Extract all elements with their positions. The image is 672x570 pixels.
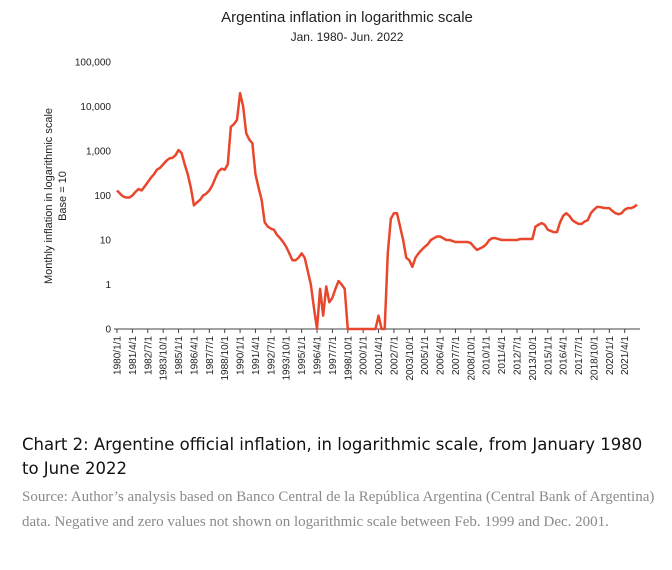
- x-tick-label: 1988/10/1: [220, 336, 231, 381]
- x-tick-label: 2018/10/1: [589, 336, 600, 381]
- x-tick-label: 2008/10/1: [466, 336, 477, 381]
- x-tick-label: 2016/4/1: [559, 336, 570, 375]
- caption: Chart 2: Argentine official inflation, i…: [22, 435, 643, 478]
- x-tick-label: 1985/1/1: [174, 336, 185, 375]
- x-tick-label: 2011/4/1: [497, 336, 508, 375]
- x-tick-label: 1998/10/1: [343, 336, 354, 381]
- y-tick-label: 10: [100, 236, 112, 247]
- x-tick-label: 1987/7/1: [205, 336, 216, 375]
- x-tick-label: 1997/7/1: [328, 336, 339, 375]
- x-tick-label: 1995/1/1: [297, 336, 308, 375]
- y-tick-label: 0: [105, 325, 111, 336]
- y-tick-label: 1,000: [86, 147, 111, 158]
- x-tick-label: 2001/4/1: [374, 336, 385, 375]
- x-tick-label: 2010/1/1: [482, 336, 493, 375]
- x-tick-label: 1996/4/1: [313, 336, 324, 375]
- x-tick-label: 2021/4/1: [620, 336, 631, 375]
- x-tick-label: 2005/1/1: [420, 336, 431, 375]
- x-tick-label: 1990/1/1: [236, 336, 247, 375]
- x-tick-label: 1982/7/1: [143, 336, 154, 375]
- x-tick-label: 2003/10/1: [405, 336, 416, 381]
- source-note: Source: Author’s analysis based on Banco…: [22, 489, 655, 530]
- y-tick-label: 100,000: [75, 58, 112, 69]
- x-tick-label: 1980/1/1: [113, 336, 124, 375]
- chart: Argentina inflation in logarithmic scale…: [43, 9, 640, 381]
- x-tick-label: 2006/4/1: [436, 336, 447, 375]
- y-axis-label: Monthly inflation in logarithmic scale: [43, 108, 55, 284]
- y-axis-label: Base = 10: [57, 171, 69, 221]
- x-tick-label: 1992/7/1: [266, 336, 277, 375]
- x-tick-label: 2015/1/1: [543, 336, 554, 375]
- x-tick-label: 1986/4/1: [189, 336, 200, 375]
- chart-title: Argentina inflation in logarithmic scale: [221, 9, 473, 26]
- x-tick-label: 1991/4/1: [251, 336, 262, 375]
- x-tick-label: 2017/7/1: [574, 336, 585, 375]
- x-tick-label: 2013/10/1: [528, 336, 539, 381]
- y-tick-label: 1: [105, 280, 111, 291]
- x-tick-label: 2012/7/1: [513, 336, 524, 375]
- x-tick-label: 2002/7/1: [389, 336, 400, 375]
- y-tick-label: 10,000: [80, 102, 111, 113]
- chart-subtitle: Jan. 1980- Jun. 2022: [291, 30, 404, 44]
- x-tick-label: 1983/10/1: [159, 336, 170, 381]
- x-tick-label: 2020/1/1: [605, 336, 616, 375]
- x-tick-label: 2007/7/1: [451, 336, 462, 375]
- x-tick-label: 1993/10/1: [282, 336, 293, 381]
- x-tick-label: 2000/1/1: [359, 336, 370, 375]
- y-tick-label: 100: [94, 191, 111, 202]
- data-line: [116, 91, 638, 331]
- x-tick-label: 1981/4/1: [128, 336, 139, 375]
